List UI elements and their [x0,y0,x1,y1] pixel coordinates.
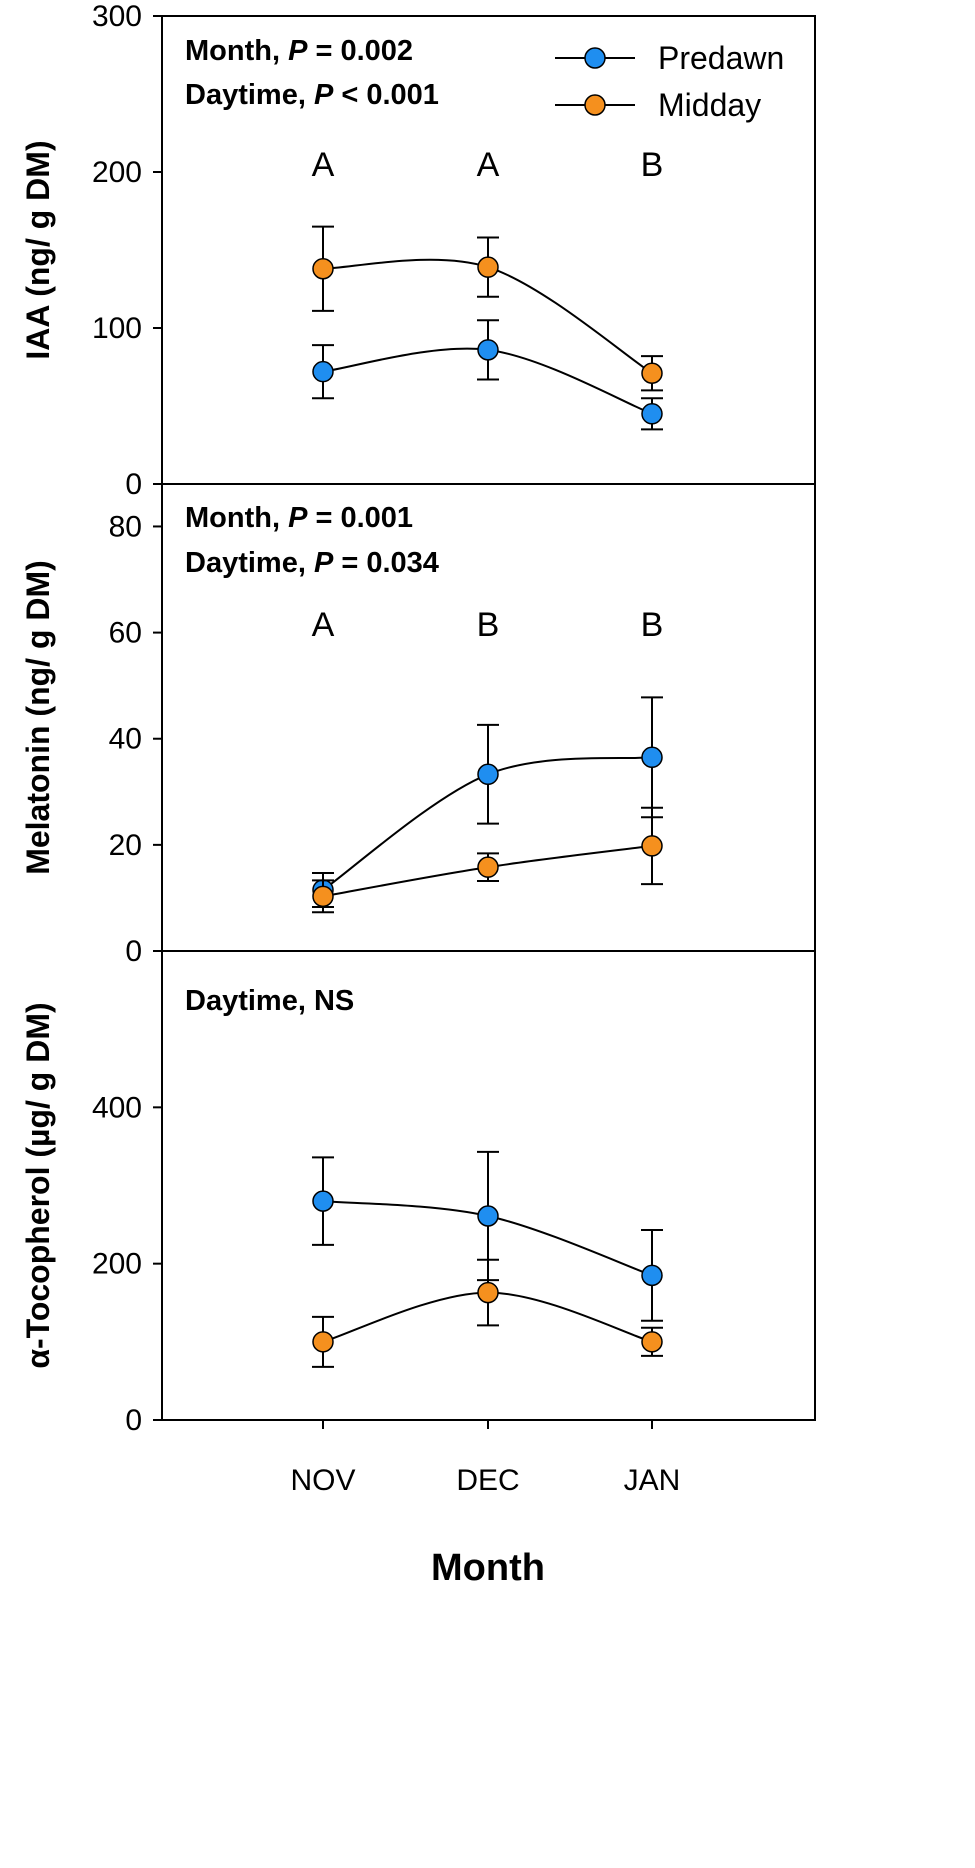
significance-letter: A [477,146,500,184]
stat-value: < 0.001 [333,79,439,111]
stat-annotation: Daytime, P < 0.001 [185,79,439,111]
data-point [641,835,663,857]
y-tick-label: 300 [92,0,142,33]
data-point [477,256,499,278]
legend-label-midday: Midday [658,87,761,123]
series-predawn [312,1150,663,1322]
data-point [312,885,334,908]
significance-letter: B [477,606,500,644]
x-tick-label: DEC [456,1464,519,1497]
stat-prefix: Daytime, [185,79,314,111]
legend-marker-midday [584,94,606,116]
data-point [312,360,334,383]
data-point [641,1264,663,1287]
series-midday [312,1258,663,1368]
y-tick-label: 0 [125,1404,142,1437]
y-tick-label: 60 [109,617,142,650]
y-axis-title: IAA (ng/ g DM) [20,140,56,359]
data-point [477,763,499,786]
legend-label-predawn: Predawn [658,40,784,76]
series-midday [312,225,663,392]
panel-iaa: 0 100 200 300 IAA (ng/ g DM) Month, P = 0.002… [20,0,816,501]
y-axis-title: α-Tocopherol (µg/ g DM) [20,1002,56,1368]
stat-prefix: Month, [185,502,288,534]
x-tick-label: JAN [624,1464,681,1497]
stat-prefix: Daytime, [185,547,314,579]
y-tick-label: 40 [109,723,142,756]
stat-annotation: Month, P = 0.001 [185,502,413,534]
data-point [312,1331,334,1353]
x-axis-title: Month [431,1547,545,1589]
data-point [312,1190,334,1212]
legend-marker-predawn [584,47,606,69]
significance-letter: A [312,606,335,644]
y-tick-label: 400 [92,1091,142,1124]
legend: Predawn Midday [555,40,784,123]
stat-p-label: P [288,502,308,534]
data-point [641,1331,663,1353]
stat-p-label: P [314,547,334,579]
panel-melatonin: 0 20 40 60 80 Melatonin (ng/ g DM) Month, P = … [20,483,816,968]
data-point [477,856,499,878]
panel-tocopherol: 0 200 400 α-Tocopherol (µg/ g DM) Daytime, N… [20,950,816,1437]
stat-p-label: P [314,79,334,111]
stat-annotation: Month, P = 0.002 [185,35,413,67]
stat-value: = 0.001 [307,502,413,534]
y-axis-title: Melatonin (ng/ g DM) [20,560,56,875]
data-point [477,1205,499,1227]
y-tick-label: 200 [92,156,142,189]
significance-letter: A [312,146,335,184]
series-midday [312,806,663,914]
stat-p-label: P [288,35,308,67]
x-tick-label: NOV [290,1464,355,1497]
data-point [312,257,334,280]
y-tick-label: 0 [125,935,142,968]
series-predawn [312,319,663,431]
data-point [641,362,663,384]
data-point [477,1281,499,1304]
y-tick-label: 80 [109,510,142,543]
y-tick-label: 0 [125,468,142,501]
data-point [641,403,663,425]
stat-prefix: Daytime, NS [185,985,354,1017]
stat-prefix: Month, [185,35,288,67]
stat-annotation: Daytime, P = 0.034 [185,547,439,579]
data-point [477,339,499,361]
stat-annotation: Daytime, NS [185,985,354,1017]
significance-letter: B [641,146,664,184]
significance-letter: B [641,606,664,644]
x-axis: NOV DEC JAN Month [290,1420,680,1589]
stat-value: = 0.002 [307,35,413,67]
y-tick-label: 100 [92,312,142,345]
y-tick-label: 20 [109,829,142,862]
stat-value: = 0.034 [333,547,439,579]
y-tick-label: 200 [92,1248,142,1281]
data-point [641,746,663,769]
